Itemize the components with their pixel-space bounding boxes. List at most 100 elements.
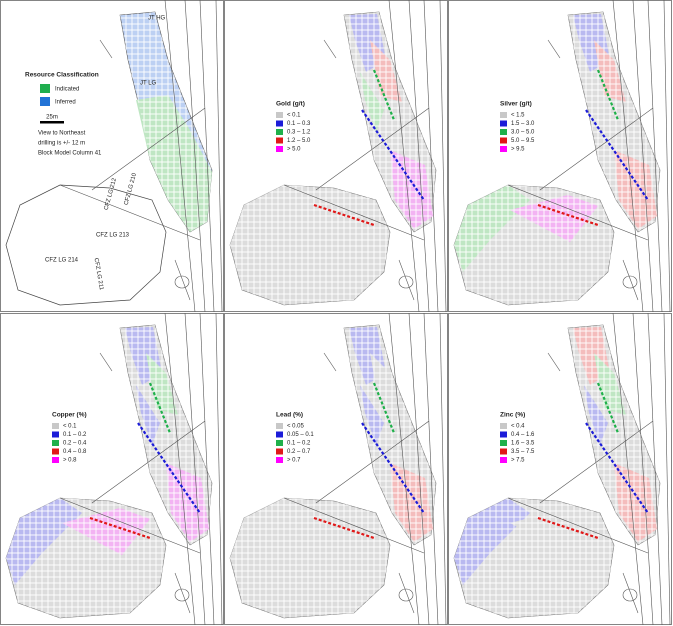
assay-trace (537, 516, 599, 540)
drill-trace (398, 259, 415, 301)
block-grid-overlay (454, 185, 614, 305)
block-grid-overlay (568, 325, 660, 545)
drill-trace (283, 184, 425, 241)
legend-label: > 0.8 (63, 458, 77, 464)
drill-trace (99, 352, 113, 372)
assay-trace (361, 422, 425, 514)
legend-label: 1.5 – 3.0 (511, 121, 535, 127)
assay-trace (596, 69, 620, 121)
drill-trace (99, 39, 113, 59)
legend-title: Copper (%) (52, 412, 87, 419)
drill-trace (547, 39, 561, 59)
drill-trace (59, 497, 201, 554)
legend-swatch (52, 431, 59, 438)
drill-trace (423, 312, 439, 626)
legend-title: Zinc (%) (500, 412, 525, 419)
drill-trace (507, 497, 649, 554)
drill-trace (539, 107, 654, 191)
block-grid-overlay (120, 12, 212, 232)
drill-trace (647, 0, 663, 313)
block-grid-overlay (6, 498, 166, 618)
assay-trace (596, 382, 620, 434)
drill-trace (408, 0, 430, 313)
legend-label: 0.4 – 1.6 (511, 432, 535, 438)
legend-label: 0.1 – 0.2 (63, 432, 87, 438)
outline (622, 588, 638, 602)
outline (174, 588, 190, 602)
drill-trace (174, 259, 191, 301)
legend-swatch (40, 97, 50, 106)
legend-label: > 0.7 (287, 458, 301, 464)
panel: Silver (g/t) < 1.5 1.5 – 3.0 3.0 – 5.0 5.0 –… (448, 0, 672, 313)
legend-swatch (52, 457, 59, 463)
drill-trace (622, 259, 639, 301)
drill-trace (647, 312, 663, 626)
legend-label: < 1.5 (511, 113, 525, 119)
legend-swatch (276, 457, 283, 463)
outline (398, 588, 414, 602)
drill-trace (612, 312, 644, 626)
drill-trace (315, 107, 430, 191)
drill-trace (184, 312, 206, 626)
legend-swatch (276, 129, 283, 135)
legend-label: 5.0 – 9.5 (511, 138, 535, 144)
drill-trace (215, 312, 223, 626)
legend-title: Silver (g/t) (500, 101, 532, 108)
legend-swatch (500, 129, 507, 135)
panel: Gold (g/t) < 0.1 0.1 – 0.3 0.3 – 1.2 1.2 – 5… (224, 0, 448, 313)
panel: Copper (%) < 0.1 0.1 – 0.2 0.2 – 0.4 0.4 – 0… (0, 312, 224, 626)
zone-label: CFZ LG 214 (45, 258, 79, 264)
legend-label: 0.2 – 0.7 (287, 449, 311, 455)
legend-label: Indicated (55, 87, 79, 93)
drill-trace (91, 420, 206, 504)
assay-trace (585, 422, 649, 514)
drill-trace (423, 0, 439, 313)
legend-label: 0.2 – 0.4 (63, 441, 87, 447)
legend-swatch (276, 112, 283, 118)
legend-label: 3.5 – 7.5 (511, 449, 535, 455)
assay-trace (89, 516, 151, 540)
legend-label: 0.1 – 0.3 (287, 121, 311, 127)
block-grid-overlay (344, 12, 436, 232)
drill-trace (59, 184, 201, 241)
legend-title: Resource Classification (25, 72, 99, 79)
panel: Lead (%) < 0.05 0.05 – 0.1 0.1 – 0.2 0.2 – 0… (224, 312, 448, 626)
drill-trace (547, 352, 561, 372)
legend-title: Lead (%) (276, 412, 303, 419)
legend-swatch (500, 440, 507, 446)
drill-trace (439, 0, 447, 313)
legend-label: > 7.5 (511, 458, 525, 464)
zone-label: CFZ LG 211 (92, 258, 104, 292)
note: Block Model Column 41 (38, 151, 102, 157)
drill-trace (622, 572, 639, 614)
legend-swatch (500, 137, 507, 144)
assay-trace (585, 109, 649, 201)
drill-trace (315, 420, 430, 504)
assay-trace (313, 203, 375, 227)
drill-trace (663, 312, 671, 626)
drill-trace (199, 312, 215, 626)
legend-swatch (500, 431, 507, 438)
legend-swatch (276, 431, 283, 438)
assay-trace (372, 382, 396, 434)
drill-trace (439, 312, 447, 626)
legend-swatch (500, 423, 507, 429)
block-grid-overlay (230, 498, 390, 618)
zone-label: JT LG (140, 81, 157, 87)
block-grid-overlay (230, 185, 390, 305)
drill-trace (388, 312, 420, 626)
legend-swatch (500, 457, 507, 463)
drill-trace (507, 184, 649, 241)
drill-trace (215, 0, 223, 313)
legend-swatch (276, 146, 283, 152)
panel: Zinc (%) < 0.4 0.4 – 1.6 1.6 – 3.5 3.5 – 7.5… (448, 312, 672, 626)
note: View to Northeast (38, 131, 86, 137)
legend-label: 0.1 – 0.2 (287, 441, 311, 447)
block-region (5, 184, 167, 306)
drill-trace (398, 572, 415, 614)
outline (174, 275, 190, 289)
drill-trace (663, 0, 671, 313)
drill-trace (632, 0, 654, 313)
drill-trace (612, 0, 644, 313)
